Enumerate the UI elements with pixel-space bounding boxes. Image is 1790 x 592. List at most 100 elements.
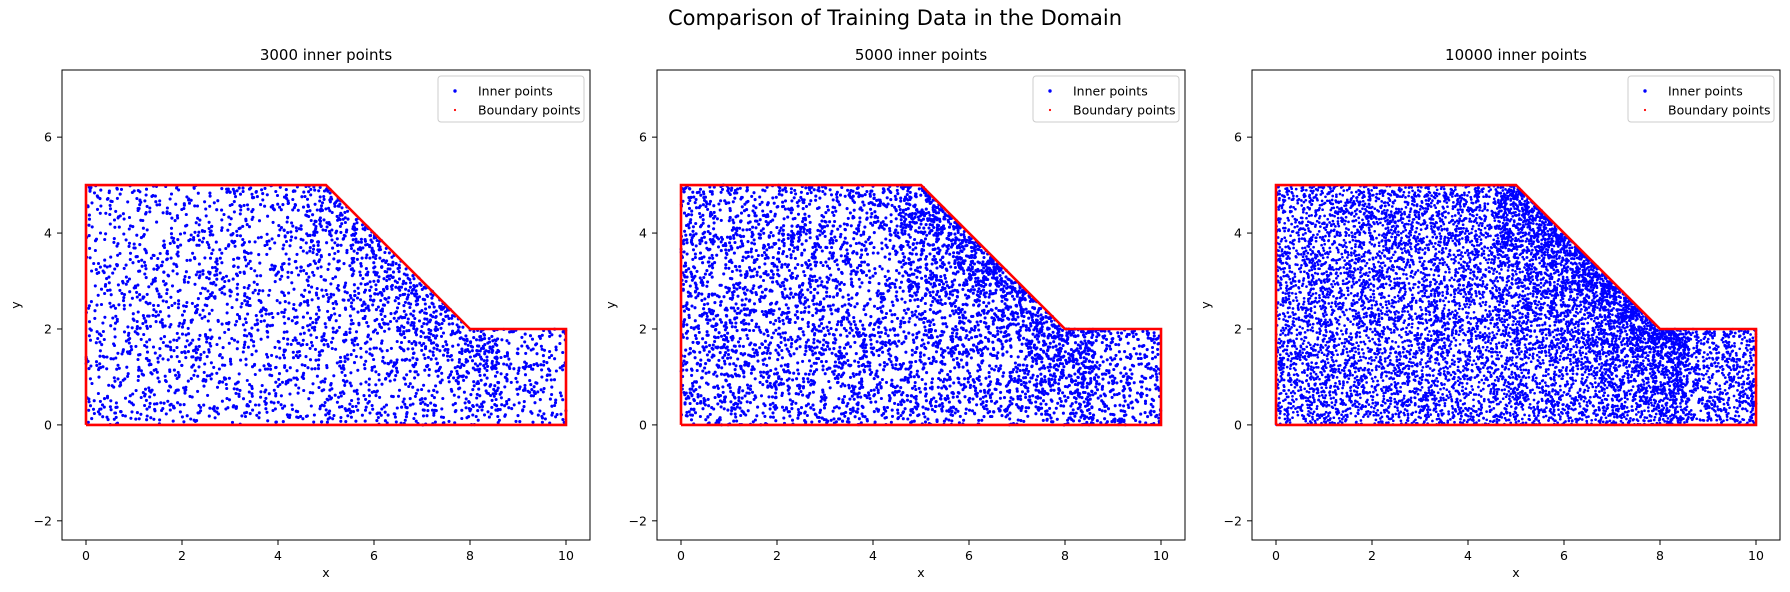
inner-point <box>478 335 482 339</box>
inner-point <box>94 268 98 272</box>
inner-point <box>204 334 208 338</box>
inner-point <box>306 303 310 307</box>
inner-point <box>233 239 237 243</box>
inner-point <box>396 329 400 333</box>
inner-point <box>410 341 414 346</box>
inner-point <box>930 336 934 340</box>
inner-point <box>538 409 542 413</box>
inner-point <box>994 364 998 368</box>
inner-point <box>352 348 356 352</box>
inner-point <box>554 348 558 352</box>
inner-point <box>235 347 239 351</box>
inner-point <box>939 298 943 302</box>
inner-point <box>363 237 367 242</box>
inner-point <box>393 279 397 283</box>
inner-point <box>153 351 157 355</box>
inner-point <box>274 365 278 369</box>
legend-marker <box>453 108 457 112</box>
inner-point <box>343 373 347 378</box>
inner-point <box>202 236 206 240</box>
inner-point <box>363 288 368 292</box>
inner-point <box>309 193 313 197</box>
inner-point <box>220 208 224 212</box>
inner-point <box>1069 348 1073 352</box>
inner-point <box>168 408 172 412</box>
inner-point <box>692 233 696 237</box>
inner-point <box>196 356 200 360</box>
inner-point <box>96 391 100 396</box>
inner-point <box>184 304 188 308</box>
inner-point <box>246 345 250 349</box>
inner-point <box>368 411 372 415</box>
inner-point <box>108 212 112 217</box>
inner-point <box>144 320 148 324</box>
inner-point <box>252 340 256 344</box>
inner-point <box>434 328 438 333</box>
inner-point <box>736 340 741 344</box>
inner-point <box>351 232 355 236</box>
inner-point <box>422 341 426 346</box>
legend-marker <box>453 89 457 93</box>
inner-point <box>199 405 203 409</box>
inner-point <box>245 203 250 207</box>
inner-point <box>445 354 450 358</box>
inner-point <box>240 301 244 306</box>
inner-point <box>949 222 953 226</box>
inner-point <box>338 202 342 206</box>
inner-point <box>798 345 802 349</box>
inner-point <box>292 287 296 291</box>
inner-point <box>275 193 280 198</box>
inner-point <box>380 317 384 322</box>
inner-point <box>1039 347 1043 351</box>
inner-point <box>292 376 296 380</box>
inner-point <box>842 395 847 399</box>
inner-point <box>294 376 298 380</box>
inner-point <box>1079 372 1083 376</box>
inner-point <box>752 354 756 358</box>
inner-point <box>412 324 416 328</box>
inner-point <box>829 326 833 331</box>
inner-point <box>197 223 201 227</box>
inner-point <box>376 244 381 248</box>
inner-point <box>469 344 473 348</box>
inner-point <box>844 262 848 266</box>
inner-point <box>419 283 423 287</box>
inner-point <box>408 369 412 373</box>
inner-point <box>405 410 409 415</box>
inner-point <box>718 303 723 307</box>
inner-point <box>304 241 308 245</box>
inner-point <box>480 402 484 406</box>
inner-point <box>129 416 133 420</box>
inner-point <box>732 286 736 290</box>
inner-point <box>102 397 107 401</box>
inner-point <box>493 364 497 368</box>
inner-point <box>772 309 776 313</box>
inner-point <box>306 366 310 370</box>
inner-point <box>180 325 185 329</box>
inner-point <box>113 379 117 383</box>
inner-point <box>398 332 402 336</box>
inner-point <box>1026 372 1030 376</box>
inner-point <box>194 221 198 225</box>
inner-point <box>162 245 167 250</box>
inner-point <box>211 233 215 237</box>
inner-point <box>452 393 456 397</box>
inner-point <box>748 401 752 405</box>
inner-point <box>948 301 952 305</box>
inner-point <box>318 258 322 262</box>
inner-point <box>115 244 119 248</box>
inner-point <box>86 420 90 424</box>
inner-point <box>382 277 386 281</box>
inner-point <box>749 275 753 279</box>
inner-point <box>924 399 928 403</box>
inner-points-series <box>84 183 568 427</box>
inner-point <box>276 270 280 274</box>
inner-point <box>225 190 229 194</box>
inner-point <box>286 216 290 220</box>
inner-point <box>464 397 468 401</box>
inner-point <box>404 415 408 419</box>
inner-point <box>182 203 186 207</box>
inner-point <box>550 404 554 408</box>
inner-point <box>290 271 294 275</box>
inner-point <box>155 370 159 374</box>
